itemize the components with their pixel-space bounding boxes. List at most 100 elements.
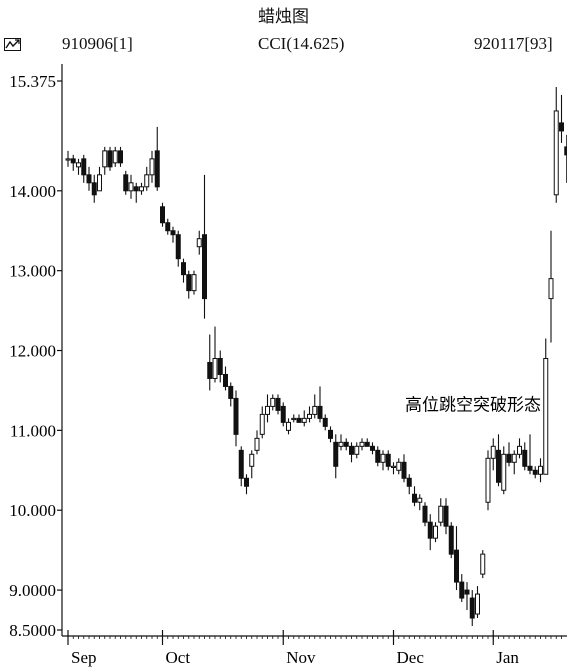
- candle-body-down: [496, 449, 501, 483]
- candle: [317, 386, 323, 423]
- candle-body-up: [354, 445, 360, 455]
- candle-body-down: [154, 150, 160, 188]
- annotation-label: 高位跳空突破形态: [405, 395, 541, 414]
- candle-body-down: [333, 441, 339, 467]
- candle: [196, 230, 202, 255]
- candle: [223, 366, 228, 391]
- candle-body-up: [548, 278, 554, 300]
- candle-body-down: [181, 262, 186, 276]
- candle-body-down: [280, 405, 286, 423]
- candle: [333, 434, 339, 479]
- candle-body-up: [538, 465, 543, 475]
- candle: [296, 414, 302, 423]
- candle-body-up: [286, 421, 291, 431]
- candle-body-down: [454, 549, 459, 583]
- x-tick-label: Sep: [71, 648, 97, 667]
- candle: [370, 442, 375, 455]
- candle: [76, 158, 81, 175]
- candle: [375, 446, 381, 467]
- candle-body-down: [233, 397, 239, 435]
- candle: [506, 442, 512, 467]
- x-tick-label: Jan: [496, 648, 519, 667]
- candle-body-up: [144, 174, 150, 188]
- candle: [433, 522, 438, 543]
- candle: [496, 434, 501, 487]
- candle-body-down: [296, 417, 302, 423]
- candle-body-up: [196, 238, 202, 248]
- candle: [459, 574, 465, 603]
- candle-body-down: [70, 158, 76, 164]
- candle: [559, 94, 564, 143]
- candle-body-down: [375, 449, 381, 463]
- x-tick-label: Dec: [397, 648, 425, 667]
- candle: [65, 150, 71, 167]
- candle: [548, 230, 554, 343]
- candle-body-up: [128, 182, 134, 192]
- candle-body-down: [406, 477, 412, 487]
- candle: [259, 406, 265, 439]
- candle: [475, 586, 480, 619]
- candle: [454, 526, 459, 591]
- candle-body-up: [212, 357, 218, 379]
- candle: [170, 226, 176, 243]
- candle: [139, 182, 144, 195]
- y-axis-ticks: 15.375 14.000 13.000 12.000 11.000 10.000 9.00…: [9, 72, 62, 640]
- y-tick-label: 14.000: [9, 182, 56, 201]
- candle: [291, 414, 297, 423]
- candle: [118, 146, 123, 167]
- candle: [354, 442, 360, 459]
- candle-body-down: [217, 357, 223, 375]
- candle: [385, 450, 391, 471]
- candle-body-down: [443, 505, 449, 527]
- candles: [65, 86, 567, 627]
- candle: [538, 458, 543, 483]
- candle-body-down: [202, 234, 207, 300]
- candle: [532, 466, 538, 479]
- candle-body-up: [249, 453, 255, 467]
- candle-body-up: [490, 445, 496, 459]
- candle-body-down: [464, 589, 470, 595]
- candle-body-down: [86, 174, 92, 184]
- candle-body-up: [517, 445, 522, 455]
- candle: [517, 438, 522, 459]
- candle: [207, 334, 213, 391]
- candle: [438, 498, 444, 527]
- candle-body-down: [401, 461, 407, 479]
- candle: [244, 474, 249, 495]
- candle: [380, 450, 386, 471]
- candle: [522, 442, 528, 471]
- candle: [128, 174, 134, 199]
- candle-body-up: [417, 497, 423, 503]
- candle: [86, 166, 92, 191]
- indicator-label: CCI(14.625): [258, 34, 345, 53]
- candle-body-up: [259, 413, 265, 435]
- end-date-label: 920117[93]: [474, 34, 553, 53]
- candle-body-down: [412, 493, 417, 503]
- candle-body-up: [511, 453, 517, 463]
- candle-body-down: [506, 453, 512, 463]
- candle-body-down: [123, 174, 129, 192]
- candle: [427, 514, 433, 551]
- candle: [328, 426, 333, 443]
- candle: [238, 446, 244, 487]
- candle-body-up: [475, 593, 480, 615]
- candle: [81, 154, 87, 183]
- candle: [97, 166, 102, 192]
- chart-icon[interactable]: [4, 38, 21, 51]
- candle: [228, 382, 234, 407]
- candle-body-up: [380, 453, 386, 463]
- candle-body-down: [107, 150, 113, 168]
- candle: [149, 150, 155, 183]
- candle: [412, 486, 417, 507]
- candle: [280, 402, 286, 427]
- candle-body-up: [307, 413, 312, 419]
- x-tick-label: Nov: [286, 648, 316, 667]
- candle-body-up: [438, 505, 444, 523]
- candle: [212, 326, 218, 383]
- candle-body-down: [322, 417, 328, 427]
- candle-body-up: [338, 441, 344, 447]
- candle-body-up: [270, 397, 276, 407]
- candle: [165, 218, 171, 235]
- candle: [307, 406, 312, 423]
